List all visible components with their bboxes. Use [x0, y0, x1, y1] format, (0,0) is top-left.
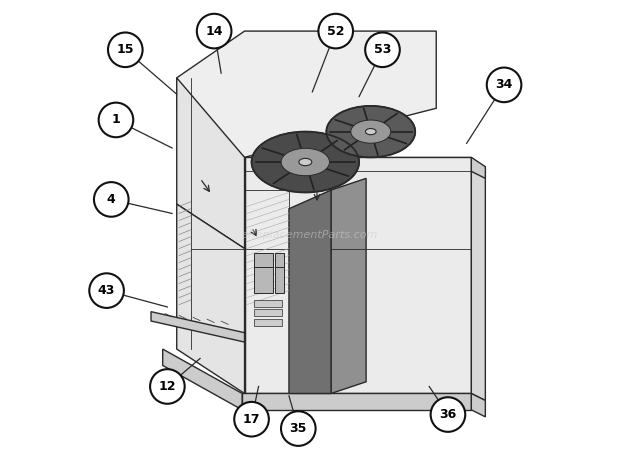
Text: 34: 34 [495, 78, 513, 91]
Circle shape [99, 103, 133, 137]
Text: 17: 17 [243, 413, 260, 426]
Text: 1: 1 [112, 113, 120, 127]
Bar [275, 253, 285, 267]
Text: 12: 12 [159, 380, 176, 393]
Circle shape [431, 397, 465, 432]
Ellipse shape [326, 106, 415, 157]
Bar [254, 253, 273, 267]
Circle shape [197, 14, 231, 48]
Circle shape [365, 32, 400, 67]
Polygon shape [471, 166, 485, 401]
Bar [254, 267, 273, 293]
Ellipse shape [299, 159, 312, 166]
Ellipse shape [252, 132, 359, 192]
Ellipse shape [365, 129, 376, 135]
Bar [254, 318, 282, 325]
Polygon shape [242, 393, 471, 410]
Polygon shape [151, 312, 244, 342]
Circle shape [89, 273, 124, 308]
Bar [254, 300, 282, 307]
Circle shape [150, 369, 185, 404]
Text: 36: 36 [440, 408, 456, 421]
Circle shape [319, 14, 353, 48]
Text: 35: 35 [290, 422, 307, 435]
Ellipse shape [281, 148, 329, 176]
Polygon shape [471, 157, 485, 178]
Text: 43: 43 [98, 284, 115, 297]
Circle shape [234, 402, 269, 437]
Circle shape [487, 68, 521, 102]
Polygon shape [244, 157, 471, 393]
Text: 53: 53 [374, 43, 391, 56]
Circle shape [94, 182, 128, 217]
Circle shape [281, 411, 316, 446]
Bar [254, 310, 282, 316]
Polygon shape [162, 349, 242, 410]
Polygon shape [331, 178, 366, 393]
Text: 52: 52 [327, 24, 345, 38]
Polygon shape [177, 204, 244, 393]
Circle shape [108, 32, 143, 67]
Ellipse shape [351, 120, 391, 143]
Polygon shape [177, 31, 436, 157]
Text: 14: 14 [205, 24, 223, 38]
Polygon shape [244, 157, 471, 249]
Polygon shape [289, 190, 331, 393]
Polygon shape [177, 78, 244, 249]
Text: 4: 4 [107, 193, 116, 206]
Text: 15: 15 [117, 43, 134, 56]
Bar [275, 267, 285, 293]
Text: eReplacementParts.com: eReplacementParts.com [242, 229, 378, 240]
Polygon shape [471, 393, 485, 417]
